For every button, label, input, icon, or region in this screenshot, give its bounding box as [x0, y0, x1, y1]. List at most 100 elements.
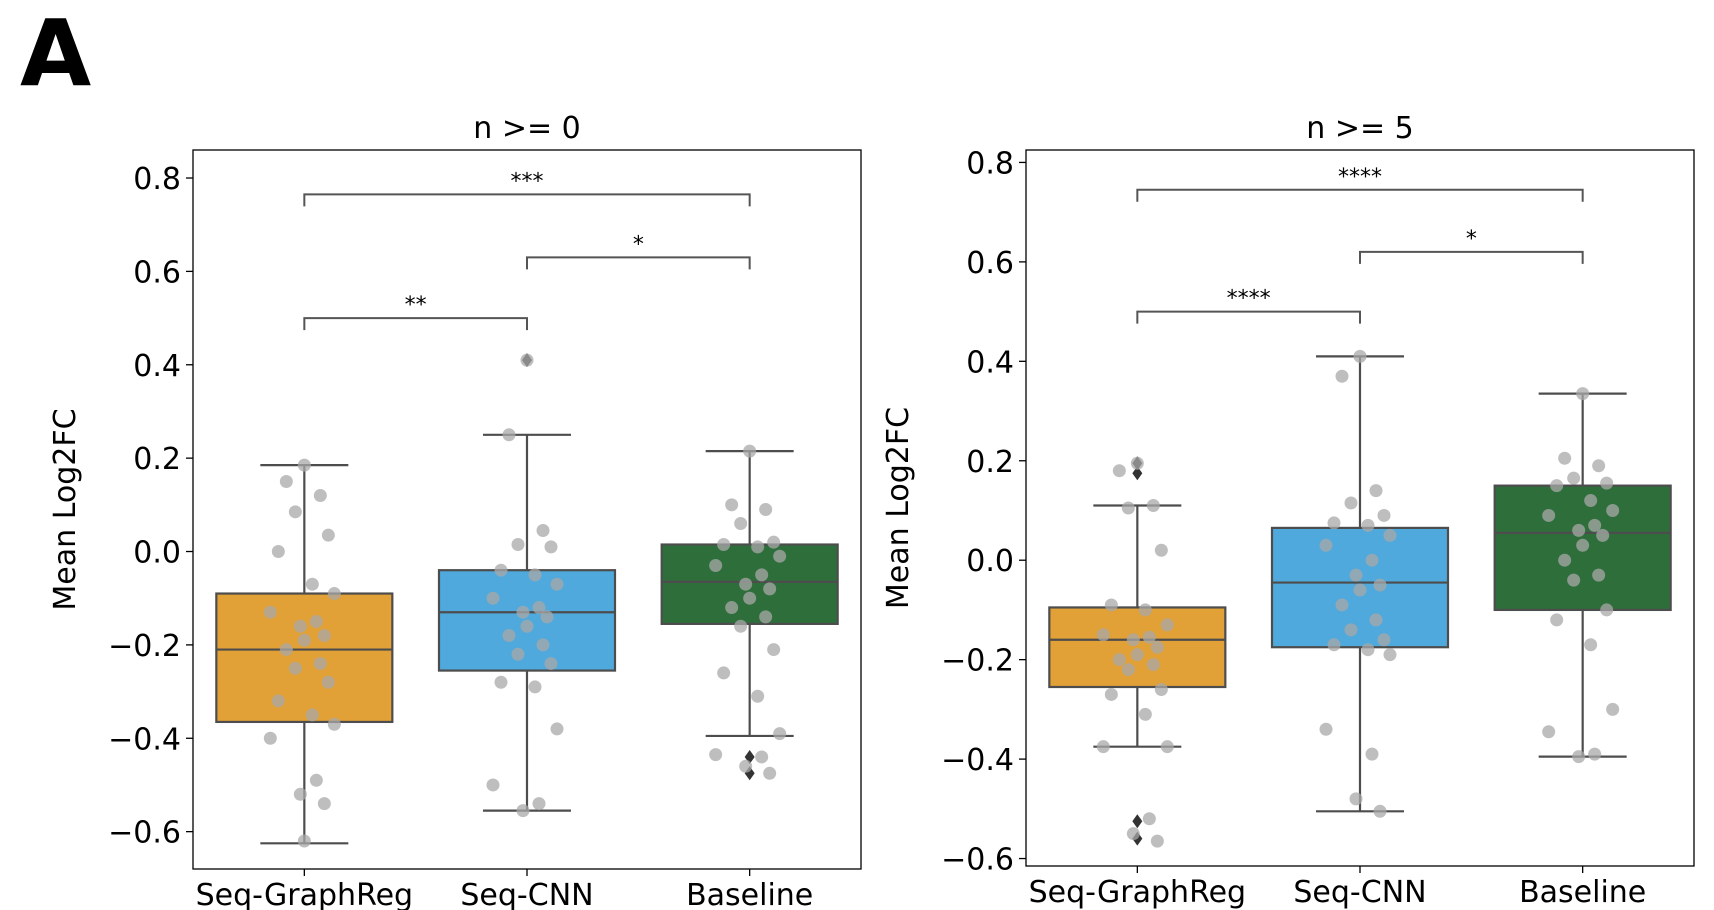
data-point [773, 549, 787, 563]
data-point [1154, 682, 1168, 696]
data-point [1600, 603, 1614, 617]
data-point [297, 834, 311, 848]
data-point [1373, 578, 1387, 592]
box-iqr [215, 592, 394, 724]
data-point [1104, 687, 1118, 701]
y-tick-label: −0.2 [941, 644, 1014, 679]
data-point [767, 643, 781, 657]
data-point [293, 619, 307, 633]
data-point [1344, 496, 1358, 510]
data-point [502, 428, 516, 442]
data-point [1130, 456, 1144, 470]
data-point [305, 708, 319, 722]
data-point [511, 647, 525, 661]
data-point [1542, 508, 1556, 522]
box-baseline [660, 450, 839, 781]
data-point [486, 591, 500, 605]
significance-bracket [1136, 188, 1584, 202]
data-point [1377, 633, 1391, 647]
chart-1: n >= 0 Mean Log2FC −0.6 −0.4 −0.2 0.0 0.2 0.4 0.… [48, 111, 862, 910]
data-point [1327, 516, 1341, 530]
data-point [1373, 804, 1387, 818]
data-point [536, 638, 550, 652]
data-point [1160, 740, 1174, 754]
data-point [1572, 750, 1586, 764]
data-point [1146, 658, 1160, 672]
data-point [532, 601, 546, 615]
data-point [1344, 623, 1358, 637]
data-point [709, 559, 723, 573]
data-point [1588, 518, 1602, 532]
data-point [486, 778, 500, 792]
data-point [1606, 503, 1620, 517]
significance-label: * [1466, 227, 1477, 252]
x-tick-label-baseline: Baseline [686, 878, 813, 910]
y-tick-label: 0.4 [133, 349, 181, 384]
data-point [1112, 464, 1126, 478]
data-point [1138, 707, 1152, 721]
data-point [1606, 702, 1620, 716]
data-point [1361, 518, 1375, 532]
y-axis-label: Mean Log2FC [881, 407, 916, 609]
data-point [494, 675, 508, 689]
data-point [1104, 598, 1118, 612]
data-point [317, 797, 331, 811]
data-point [717, 538, 731, 552]
data-point [1369, 484, 1383, 498]
data-point [1121, 501, 1135, 515]
data-point [309, 773, 323, 787]
y-tick-label: 0.6 [133, 255, 181, 290]
data-point [734, 619, 748, 633]
data-point [528, 680, 542, 694]
data-point [520, 353, 534, 367]
data-point [288, 661, 302, 675]
data-point [739, 759, 753, 773]
data-point [1130, 648, 1144, 662]
data-point [502, 629, 516, 643]
data-point [271, 545, 285, 559]
box-iqr [1048, 606, 1227, 689]
data-point [1369, 613, 1383, 627]
significance-bracket [303, 193, 751, 207]
data-point [717, 666, 731, 680]
data-point [1567, 573, 1581, 587]
data-point [725, 601, 739, 615]
data-point [263, 605, 277, 619]
data-point [1572, 523, 1586, 537]
data-point [1377, 508, 1391, 522]
data-point [1327, 638, 1341, 652]
y-tick-label: −0.4 [941, 743, 1014, 778]
data-point [1096, 628, 1110, 642]
y-axis-label: Mean Log2FC [48, 408, 83, 610]
data-point [1146, 499, 1160, 513]
data-point [279, 643, 293, 657]
data-point [1353, 349, 1367, 363]
chart-2: n >= 5 Mean Log2FC −0.6 −0.4 −0.2 0.0 0.2 0.4 0.… [881, 111, 1695, 910]
data-point [1361, 643, 1375, 657]
data-point [520, 619, 534, 633]
data-point [544, 540, 558, 554]
y-tick-label: 0.8 [133, 162, 181, 197]
data-point [1383, 528, 1397, 542]
y-tick-label: −0.6 [941, 843, 1014, 878]
data-point [263, 731, 277, 745]
data-point [1160, 618, 1174, 632]
data-point [1542, 725, 1556, 739]
data-point [1349, 568, 1363, 582]
data-point [1138, 603, 1152, 617]
data-point [532, 797, 546, 811]
data-point [739, 577, 753, 591]
chart-title: n >= 0 [473, 111, 580, 146]
y-tick-label: 0.4 [966, 345, 1014, 380]
y-tick-label: −0.4 [108, 722, 181, 757]
y-tick-label: 0.0 [966, 544, 1014, 579]
data-point [1567, 471, 1581, 485]
data-point [1142, 630, 1156, 644]
data-point [709, 748, 723, 762]
data-point [297, 458, 311, 472]
data-point [1588, 747, 1602, 761]
y-tick-label: 0.0 [133, 536, 181, 571]
data-point [313, 657, 327, 671]
x-tick-label-seq-graphreg: Seq-GraphReg [196, 878, 414, 910]
data-point [755, 568, 769, 582]
